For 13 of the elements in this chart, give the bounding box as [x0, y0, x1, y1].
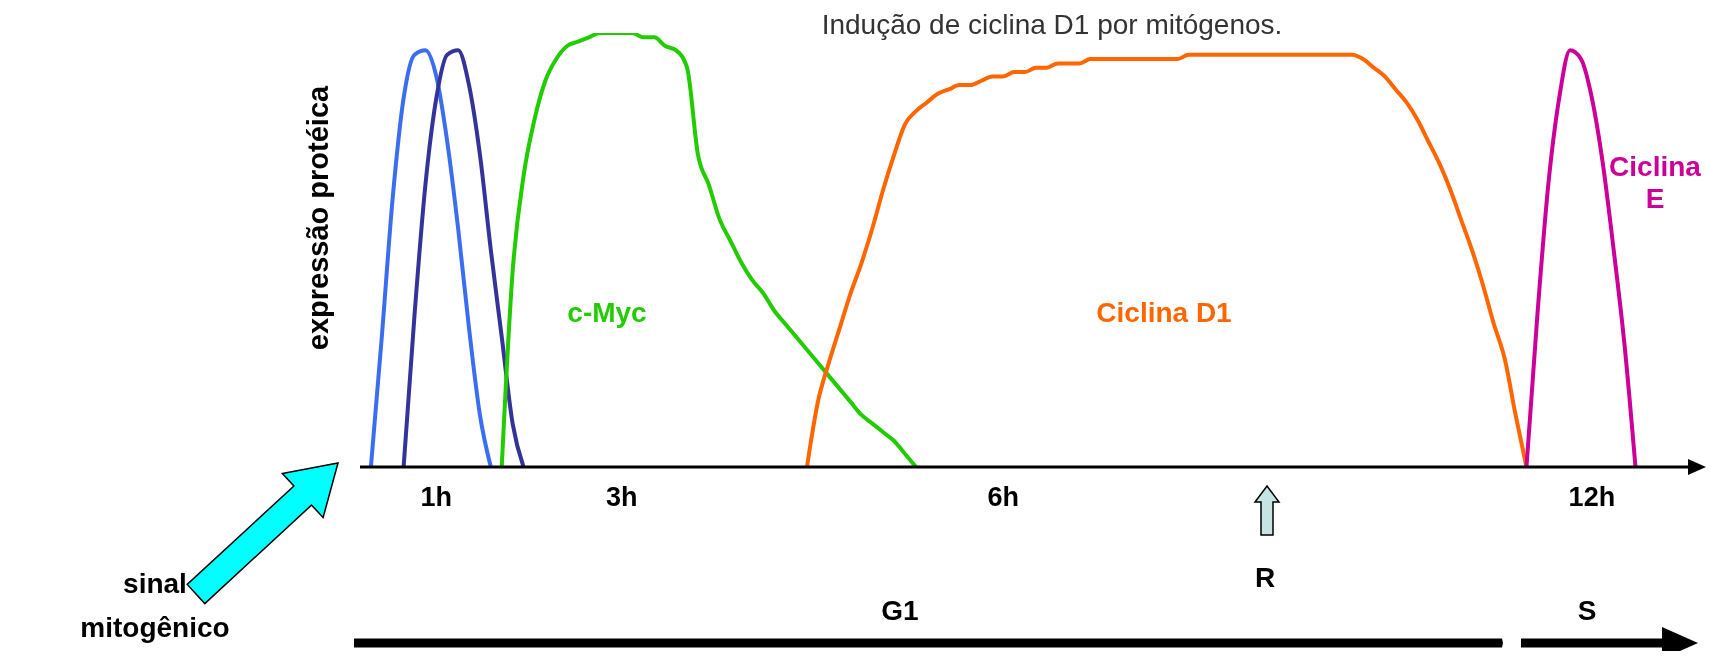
- x-tick-label: 6h: [987, 482, 1019, 513]
- x-tick-label: 1h: [420, 482, 453, 513]
- x-tick-label: 3h: [605, 482, 638, 513]
- x-tick-label: 12h: [1568, 482, 1616, 513]
- chart-title: Indução de ciclina D1 por mitógenos.: [821, 8, 1283, 42]
- text: S: [1576, 594, 1598, 628]
- series-label: Ciclina E: [1608, 151, 1702, 215]
- text: c-Myc: [567, 297, 647, 329]
- text: Ciclina D1: [1096, 297, 1232, 329]
- text: G1: [880, 594, 920, 628]
- y-axis-title: expressão protéica: [301, 85, 335, 351]
- text: R: [1253, 561, 1277, 595]
- text: sinal mitogênico: [79, 567, 231, 645]
